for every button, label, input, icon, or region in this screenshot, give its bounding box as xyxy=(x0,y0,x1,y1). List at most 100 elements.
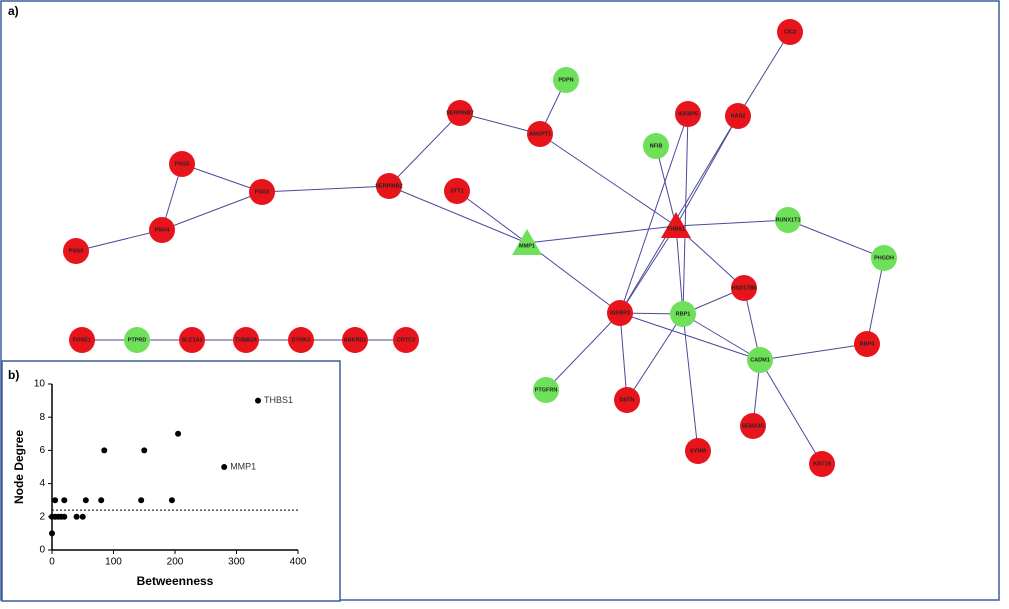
node xyxy=(288,327,314,353)
point xyxy=(82,497,89,504)
edge xyxy=(675,115,739,227)
node xyxy=(661,212,691,238)
node-label: STT1 xyxy=(450,188,463,194)
x-tick-label: 300 xyxy=(228,557,245,568)
node xyxy=(169,151,195,177)
node xyxy=(149,217,175,243)
point xyxy=(255,397,262,404)
edge xyxy=(619,312,761,361)
point xyxy=(141,447,148,454)
point xyxy=(138,497,145,504)
edge xyxy=(539,133,677,227)
point xyxy=(98,497,105,504)
edge xyxy=(545,312,621,391)
edge xyxy=(675,219,789,227)
edge xyxy=(682,113,689,315)
node-label: SERPINB7 xyxy=(446,110,474,116)
node xyxy=(69,327,95,353)
node xyxy=(553,67,579,93)
point-label: MMP1 xyxy=(230,461,256,471)
point xyxy=(52,497,59,504)
edge xyxy=(619,225,677,314)
edge xyxy=(261,185,390,193)
node xyxy=(675,101,701,127)
node xyxy=(725,103,751,129)
node xyxy=(740,413,766,439)
node-label: MMP1 xyxy=(519,243,535,249)
x-tick-label: 400 xyxy=(290,557,307,568)
point xyxy=(61,497,68,504)
node xyxy=(614,387,640,413)
node-label: NFIB xyxy=(650,143,663,149)
point xyxy=(101,447,108,454)
node-label: TUBB2A xyxy=(235,337,257,343)
node xyxy=(731,275,757,301)
edge xyxy=(161,191,263,231)
point-label: THBS1 xyxy=(264,395,293,405)
node-label: RBP1 xyxy=(676,311,691,317)
node xyxy=(63,238,89,264)
x-axis-label: Betweenness xyxy=(137,574,214,588)
edge xyxy=(682,313,699,452)
y-tick-label: 6 xyxy=(39,445,45,456)
edge xyxy=(181,163,263,193)
edge xyxy=(759,343,868,361)
edge xyxy=(75,229,163,252)
node xyxy=(393,327,419,353)
node xyxy=(643,133,669,159)
y-tick-label: 4 xyxy=(39,478,45,489)
node xyxy=(533,377,559,403)
node xyxy=(809,451,835,477)
node-label: IGFBP5 xyxy=(678,111,698,117)
node xyxy=(512,229,542,255)
panel-label: b) xyxy=(8,368,19,382)
node-label: SEMA3C xyxy=(742,423,765,429)
y-tick-label: 8 xyxy=(39,412,45,423)
node-label: ANKRD1 xyxy=(344,337,367,343)
point xyxy=(221,464,228,470)
edge xyxy=(388,112,461,187)
node xyxy=(376,173,402,199)
point xyxy=(73,513,80,520)
point xyxy=(79,513,86,520)
edge xyxy=(619,113,689,314)
edge xyxy=(675,225,684,315)
node-label: PHGDH xyxy=(874,255,894,261)
x-tick-label: 100 xyxy=(105,557,122,568)
node-label: CADM1 xyxy=(750,357,770,363)
node xyxy=(124,327,150,353)
edge xyxy=(682,313,761,361)
node xyxy=(854,331,880,357)
node-label: SERPINB2 xyxy=(375,183,403,189)
edge xyxy=(459,112,541,135)
node-label: PSG9 xyxy=(69,248,84,254)
edge xyxy=(526,225,677,244)
edge xyxy=(456,190,528,244)
point xyxy=(175,430,182,437)
node-label: PSG5 xyxy=(175,161,190,167)
node-label: DYRK3 xyxy=(292,337,311,343)
edge xyxy=(759,359,823,465)
node-label: ANGPT1 xyxy=(529,131,551,137)
node xyxy=(179,327,205,353)
edge xyxy=(655,145,677,227)
node-label: RBP4 xyxy=(860,341,876,347)
node xyxy=(871,245,897,271)
node xyxy=(607,300,633,326)
node-label: SLC1A3 xyxy=(181,337,202,343)
edge xyxy=(787,219,885,259)
edge xyxy=(619,312,628,401)
point xyxy=(61,513,68,520)
y-tick-label: 2 xyxy=(39,511,45,522)
node-label: IGFBP3 xyxy=(610,310,630,316)
edge xyxy=(526,242,621,314)
point xyxy=(168,497,175,504)
node xyxy=(527,121,553,147)
node-label: CRTC3 xyxy=(397,337,415,343)
node xyxy=(775,207,801,233)
panel-label: a) xyxy=(8,4,19,18)
edge xyxy=(866,257,885,345)
node-label: KRT19 xyxy=(813,461,830,467)
